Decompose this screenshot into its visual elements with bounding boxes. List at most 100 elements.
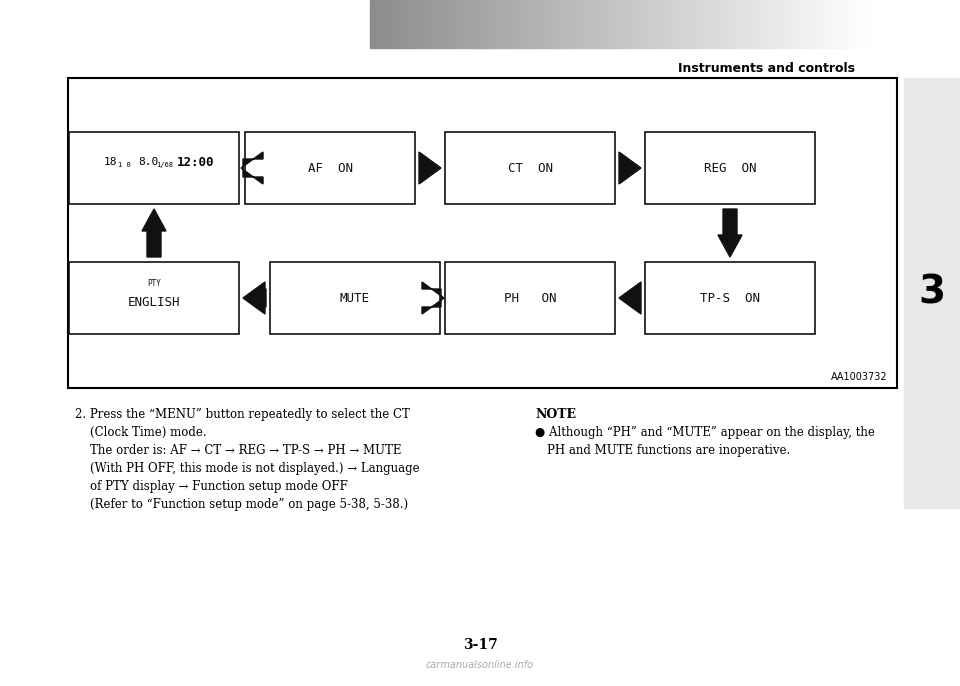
Bar [637,0,640,48]
Bar [492,0,495,48]
Text: (Clock Time) mode.: (Clock Time) mode. [75,426,206,439]
FancyArrow shape [142,209,166,257]
Bar [413,0,415,48]
FancyArrow shape [419,152,441,184]
Text: 18: 18 [104,157,117,167]
Bar [422,0,425,48]
Bar [402,0,405,48]
Bar [525,0,527,48]
Bar [603,0,605,48]
Bar [748,0,750,48]
Bar [590,0,592,48]
Bar [565,0,567,48]
Bar [592,0,595,48]
Bar [463,0,465,48]
Bar [653,0,655,48]
Bar [780,0,782,48]
Bar [642,0,645,48]
Bar [520,0,522,48]
Text: PH and MUTE functions are inoperative.: PH and MUTE functions are inoperative. [547,444,790,457]
Bar [572,0,575,48]
Bar [843,0,845,48]
Bar [645,132,815,204]
Bar [517,0,520,48]
Text: AF  ON: AF ON [307,161,352,174]
Bar [483,0,485,48]
Bar [630,0,633,48]
Bar [452,0,455,48]
Bar [588,0,590,48]
Text: AA1003732: AA1003732 [831,372,888,382]
Bar [377,0,380,48]
Bar [628,0,630,48]
Bar [615,0,617,48]
Bar [803,0,805,48]
Bar [770,0,773,48]
Bar [553,0,555,48]
Bar [660,0,662,48]
Bar [583,0,585,48]
Bar [832,0,835,48]
Bar [597,0,600,48]
Bar [658,0,660,48]
Bar [807,0,810,48]
Bar [795,0,798,48]
Text: The order is: AF → CT → REG → TP-S → PH → MUTE: The order is: AF → CT → REG → TP-S → PH … [75,444,401,457]
Text: 3: 3 [919,274,946,312]
Bar [700,0,703,48]
Bar [497,0,500,48]
Bar [742,0,745,48]
Bar [612,0,615,48]
Bar [382,0,385,48]
Bar [542,0,545,48]
Bar [823,0,825,48]
Bar [468,0,470,48]
Text: 8.0: 8.0 [138,157,158,167]
Bar [475,0,477,48]
Bar [825,0,828,48]
Bar [555,0,558,48]
Bar [662,0,665,48]
Bar [725,0,728,48]
Text: TP-S  ON: TP-S ON [700,292,760,305]
Bar [605,0,608,48]
Bar [712,0,715,48]
Text: 1 0: 1 0 [118,162,131,168]
Bar [370,0,372,48]
Bar [755,0,757,48]
Bar [69,132,239,204]
Bar [685,0,687,48]
Bar [810,0,812,48]
Bar [855,0,857,48]
Bar [835,0,837,48]
Bar [407,0,410,48]
Bar [455,0,458,48]
Bar [622,0,625,48]
Bar [800,0,803,48]
Bar [625,0,628,48]
Bar [560,0,563,48]
Bar [683,0,685,48]
Bar [782,0,785,48]
Bar [522,0,525,48]
Bar [575,0,578,48]
Bar [460,0,463,48]
Bar [405,0,407,48]
Bar [480,0,483,48]
Text: of PTY display → Function setup mode OFF: of PTY display → Function setup mode OFF [75,480,348,493]
Text: PTY: PTY [147,279,161,289]
Bar [558,0,560,48]
Bar [698,0,700,48]
Bar [675,0,678,48]
Bar [862,0,865,48]
Bar [865,0,868,48]
Bar [633,0,635,48]
Bar [678,0,680,48]
Bar [397,0,400,48]
Bar [857,0,860,48]
Bar [805,0,807,48]
Bar [812,0,815,48]
Bar [655,0,658,48]
Bar [904,78,960,508]
Text: Instruments and controls: Instruments and controls [678,62,855,75]
